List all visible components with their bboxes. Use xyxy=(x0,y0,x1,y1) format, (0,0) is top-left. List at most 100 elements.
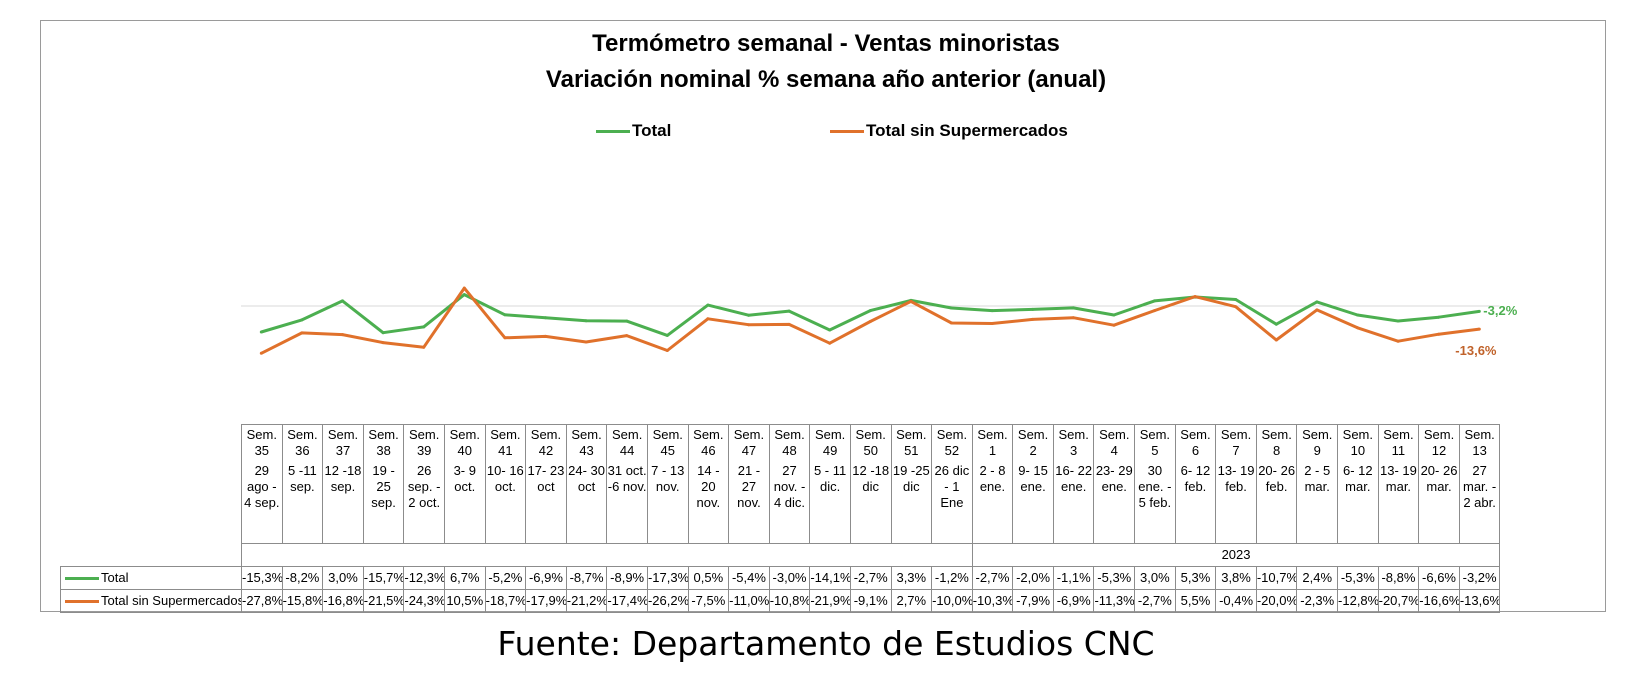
week-header-cell: Sem. 8 20- 26 feb. xyxy=(1255,424,1298,544)
data-point xyxy=(300,318,304,322)
data-point xyxy=(422,325,426,329)
week-date-range: 24- 30 oct xyxy=(568,463,605,494)
table-cell: -14,1% xyxy=(809,566,851,590)
week-header-cell: Sem. 41 10- 16 oct. xyxy=(484,424,527,544)
data-point xyxy=(706,317,710,321)
data-point xyxy=(462,286,466,290)
data-point xyxy=(1396,319,1400,323)
table-cell: -9,1% xyxy=(849,589,892,613)
data-point xyxy=(665,349,669,352)
week-header-cell: Sem. 52 26 dic - 1 Ene xyxy=(931,424,973,544)
table-cell: -2,7% xyxy=(849,566,892,590)
legend-swatch-total-sin-supermercados xyxy=(830,129,864,133)
data-point xyxy=(1437,315,1441,319)
week-header-cell: Sem. 10 6- 12 mar. xyxy=(1337,424,1379,544)
week-header-cell: Sem. 5 30 ene. - 5 feb. xyxy=(1134,424,1176,544)
legend-label-total-sin-supermercados: Total sin Supermercados xyxy=(866,121,1068,140)
week-header-cell: Sem. 3 16- 22 ene. xyxy=(1052,424,1095,544)
line-plot xyxy=(241,286,1500,355)
week-number: Sem. 52 xyxy=(936,427,968,458)
data-point xyxy=(625,319,629,323)
table-cell: -8,2% xyxy=(281,566,324,590)
week-header-cell: Sem. 50 12 -18 dic xyxy=(849,424,892,544)
week-header-cell: Sem. 42 17- 23 oct xyxy=(525,424,567,544)
table-cell: 5,3% xyxy=(1174,566,1217,590)
data-point xyxy=(1153,309,1156,313)
data-point xyxy=(950,306,953,310)
series-line-total xyxy=(260,293,1480,337)
week-header-cell: Sem. 2 9- 15 ene. xyxy=(1012,424,1054,544)
week-number: Sem. 9 xyxy=(1302,427,1333,458)
table-cell: -6,6% xyxy=(1418,566,1460,590)
data-point xyxy=(1031,307,1035,311)
legend-label-total: Total xyxy=(632,121,672,140)
data-point xyxy=(1315,308,1319,312)
week-number: Sem. 2 xyxy=(1017,427,1049,458)
week-header-cell: Sem. 47 21 - 27 nov. xyxy=(728,424,770,544)
source-note: Fuente: Departamento de Estudios CNC xyxy=(497,624,1155,663)
week-date-range: 2 - 5 mar. xyxy=(1304,463,1331,494)
data-point xyxy=(1437,332,1441,336)
data-point xyxy=(422,345,426,349)
data-point xyxy=(544,316,547,320)
year-cell-2023: 2023 xyxy=(971,543,1501,567)
week-header-cell: Sem. 13 27 mar. - 2 abr. xyxy=(1458,424,1501,544)
table-cell: -12,8% xyxy=(1337,589,1379,613)
data-point xyxy=(1234,305,1238,309)
chart-title: Termómetro semanal - Ventas minoristas xyxy=(592,30,1060,57)
week-number: Sem. 3 xyxy=(1058,427,1089,458)
week-header-cell: Sem. 44 31 oct. -6 nov. xyxy=(606,424,648,544)
week-number: Sem. 37 xyxy=(327,427,359,458)
table-cell: -12,3% xyxy=(403,566,445,590)
table-cell: -3,2% xyxy=(1458,566,1501,590)
week-date-range: 6- 12 mar. xyxy=(1343,463,1373,494)
week-number: Sem. 38 xyxy=(368,427,399,458)
week-date-range: 29 ago - 4 sep. xyxy=(244,463,280,510)
table-cell: -2,3% xyxy=(1296,589,1339,613)
data-table: Sem. 35 29 ago - 4 sep. Sem. 36 5 -11 sep. S… xyxy=(60,424,1501,613)
table-cell: -10,3% xyxy=(971,589,1014,613)
table-cell: 6,7% xyxy=(443,566,486,590)
chart-subtitle: Variación nominal % semana año anterior … xyxy=(545,66,1107,93)
week-number: Sem. 47 xyxy=(733,427,765,458)
data-point xyxy=(787,322,791,326)
year-blank-cell xyxy=(61,544,242,567)
table-cell: -8,7% xyxy=(565,566,608,590)
table-cell: -1,2% xyxy=(931,566,973,590)
table-cell: -17,4% xyxy=(606,589,648,613)
data-point xyxy=(584,319,588,323)
week-date-range: 5 - 11 dic. xyxy=(813,463,847,494)
table-cell: 10,5% xyxy=(443,589,486,613)
week-date-range: 26 sep. - 2 oct. xyxy=(407,463,441,510)
data-point xyxy=(503,313,507,317)
data-point xyxy=(868,320,872,323)
table-cell: -20,0% xyxy=(1255,589,1298,613)
week-date-range: 5 -11 sep. xyxy=(288,463,317,494)
week-date-range: 16- 22 ene. xyxy=(1055,463,1093,494)
table-cell: -10,0% xyxy=(931,589,973,613)
week-date-range: 2 - 8 ene. xyxy=(979,463,1006,494)
week-date-range: 30 ene. - 5 feb. xyxy=(1138,463,1172,510)
week-header-cell: Sem. 45 7 - 13 nov. xyxy=(646,424,689,544)
week-number: Sem. 11 xyxy=(1383,427,1414,458)
week-date-range: 26 dic - 1 Ene xyxy=(934,463,970,510)
table-cell: -16,6% xyxy=(1418,589,1460,613)
week-date-range: 10- 16 oct. xyxy=(486,463,524,494)
table-cell: -5,4% xyxy=(728,566,770,590)
table-cell: -7,9% xyxy=(1012,589,1054,613)
table-cell: -5,3% xyxy=(1337,566,1379,590)
table-cell: 3,3% xyxy=(890,566,933,590)
week-header-cell: Sem. 51 19 -25 dic xyxy=(890,424,933,544)
data-point xyxy=(544,334,547,338)
week-number: Sem. 35 xyxy=(246,427,277,458)
data-point xyxy=(1356,313,1359,317)
data-point xyxy=(341,299,344,303)
table-cell: -21,5% xyxy=(362,589,405,613)
week-number: Sem. 45 xyxy=(652,427,683,458)
table-row-total-sin-supermercados: Total sin Supermercados -27,8% -15,8% -16,… xyxy=(60,589,1501,613)
data-point xyxy=(1356,326,1359,330)
legend-item-total-sin-supermercados: Total sin Supermercados xyxy=(830,121,1068,141)
week-number: Sem. 46 xyxy=(693,427,724,458)
table-cell: -21,2% xyxy=(565,589,608,613)
data-point xyxy=(1153,299,1156,303)
